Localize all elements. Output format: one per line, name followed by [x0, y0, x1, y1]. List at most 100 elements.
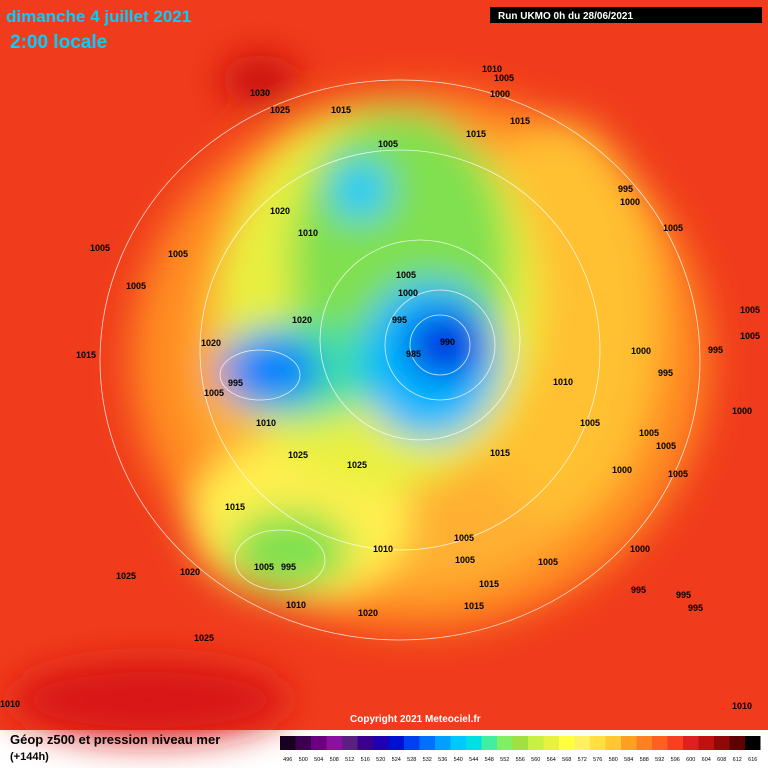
isobar-label: 1030	[250, 88, 270, 98]
isobar-label: 1000	[630, 544, 650, 554]
isobar-label: 1010	[553, 377, 573, 387]
scale-label: 544	[469, 757, 478, 763]
isobar-label: 1005	[168, 249, 188, 259]
scale-label: 564	[547, 757, 556, 763]
scale-label: 568	[562, 757, 571, 763]
isobar-label: 1000	[732, 406, 752, 416]
isobar-label: 1005	[126, 281, 146, 291]
scale-swatch	[636, 736, 652, 750]
footer-lead: (+144h)	[10, 751, 49, 763]
scale-label: 496	[283, 757, 292, 763]
isobar-label: 995	[228, 378, 243, 388]
isobar-label: 995	[676, 590, 691, 600]
scale-label: 576	[593, 757, 602, 763]
scale-label: 520	[376, 757, 385, 763]
scale-label: 528	[407, 757, 416, 763]
scale-swatch	[528, 736, 544, 750]
scale-swatch	[342, 736, 358, 750]
scale-label: 516	[361, 757, 370, 763]
isobar-label: 1005	[494, 73, 514, 83]
scale-swatch	[543, 736, 559, 750]
isobar-label: 990	[440, 337, 455, 347]
isobar-label: 1000	[490, 89, 510, 99]
scale-label: 552	[500, 757, 509, 763]
scale-swatch	[326, 736, 342, 750]
isobar-label: 1025	[347, 460, 367, 470]
isobar-label: 1015	[479, 579, 499, 589]
isobar-label: 1025	[194, 633, 214, 643]
isobar-label: 1010	[286, 600, 306, 610]
isobar-label: 1005	[668, 469, 688, 479]
isobar-label: 995	[658, 368, 673, 378]
scale-label: 532	[423, 757, 432, 763]
scale-swatch	[373, 736, 389, 750]
isobar-label: 1005	[254, 562, 274, 572]
scale-swatch	[652, 736, 668, 750]
isobar-label: 1000	[620, 197, 640, 207]
isobar-label: 995	[618, 184, 633, 194]
scale-label: 600	[686, 757, 695, 763]
isobar-label: 1005	[740, 331, 760, 341]
isobar-label: 1005	[580, 418, 600, 428]
scale-swatch	[466, 736, 482, 750]
scale-swatch	[683, 736, 699, 750]
run: Run UKMO 0h du 28/06/2021	[498, 11, 633, 22]
scale-swatch	[512, 736, 528, 750]
isobar-label: 1015	[490, 448, 510, 458]
scale-swatch	[311, 736, 327, 750]
color-scale: 496 500 504 508 512 516 520 524 528 532 536 540 544 5…	[280, 736, 761, 763]
isobar-label: 1010	[256, 418, 276, 428]
scale-label: 580	[609, 757, 618, 763]
scale-swatch	[605, 736, 621, 750]
scale-swatch	[574, 736, 590, 750]
scale-label: 612	[733, 757, 742, 763]
scale-swatch	[667, 736, 683, 750]
scale-label: 616	[748, 757, 757, 763]
run-box	[490, 7, 762, 23]
isobar-label: 1015	[225, 502, 245, 512]
date: dimanche 4 juillet 2021	[6, 7, 191, 26]
scale-label: 548	[485, 757, 494, 763]
isobar-label: 1000	[612, 465, 632, 475]
isobar-label: 1020	[292, 315, 312, 325]
isobar-label: 1010	[298, 228, 318, 238]
scale-swatch	[714, 736, 730, 750]
scale-swatch	[729, 736, 745, 750]
isobar-label: 1025	[288, 450, 308, 460]
scale-swatch	[435, 736, 451, 750]
scale-swatch	[357, 736, 373, 750]
isobar-label: 1015	[331, 105, 351, 115]
scale-swatch	[745, 736, 761, 750]
scale-label: 556	[516, 757, 525, 763]
isobar-label: 1005	[396, 270, 416, 280]
scale-label: 524	[392, 757, 401, 763]
scale-label: 560	[531, 757, 540, 763]
copyright: Copyright 2021 Meteociel.fr	[350, 714, 481, 725]
scale-label: 536	[438, 757, 447, 763]
isobar-label: 1005	[538, 557, 558, 567]
isobar-label: 1015	[464, 601, 484, 611]
isobar-label: 1015	[510, 116, 530, 126]
scale-label: 608	[717, 757, 726, 763]
scale-label: 500	[299, 757, 308, 763]
isobar-label: 1010	[482, 64, 502, 74]
isobar-label: 1010	[732, 701, 752, 711]
isobar-label: 1005	[740, 305, 760, 315]
isobar-label: 995	[392, 315, 407, 325]
isobar-label: 1015	[76, 350, 96, 360]
scale-swatch	[559, 736, 575, 750]
scale-label: 604	[702, 757, 711, 763]
scale-swatch	[481, 736, 497, 750]
isobar-label: 1005	[204, 388, 224, 398]
isobar-label: 1005	[90, 243, 110, 253]
isobar-label: 1005	[455, 555, 475, 565]
scale-swatch	[621, 736, 637, 750]
isobar-label: 995	[631, 585, 646, 595]
scale-label: 596	[671, 757, 680, 763]
scale-swatch	[295, 736, 311, 750]
isobar-label: 995	[281, 562, 296, 572]
field	[0, 0, 768, 740]
isobar-label: 1005	[663, 223, 683, 233]
isobar-label: 1025	[116, 571, 136, 581]
